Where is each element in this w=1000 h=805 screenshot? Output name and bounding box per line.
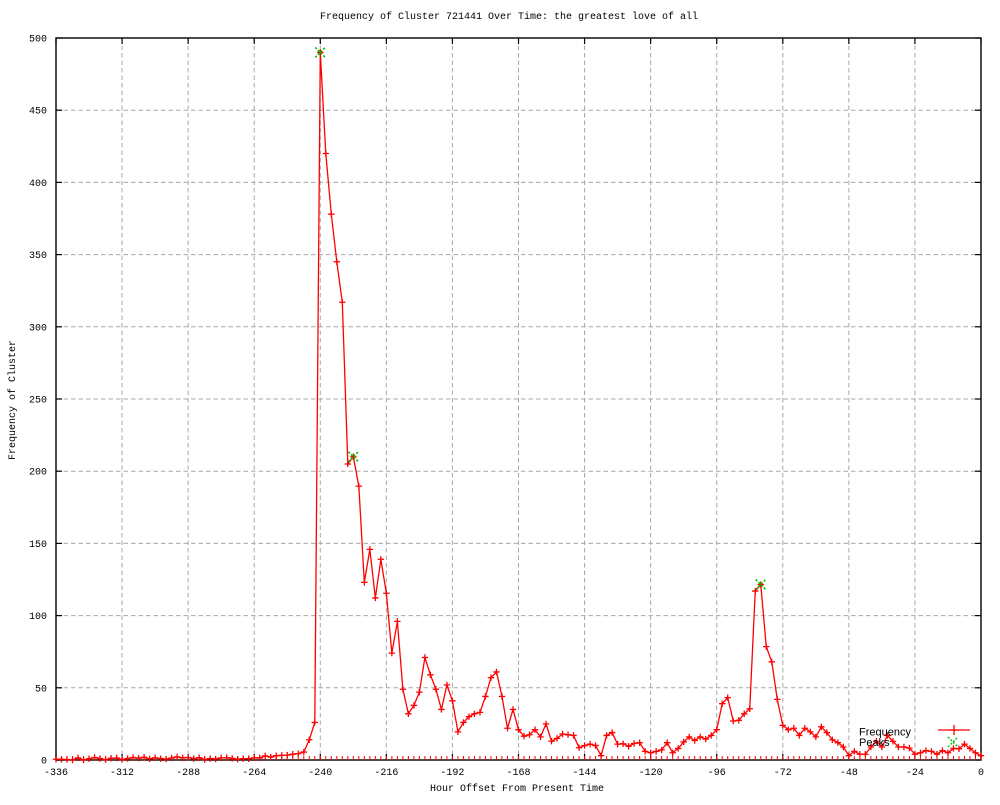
svg-text:-240: -240 bbox=[308, 768, 332, 779]
svg-text:-168: -168 bbox=[506, 768, 530, 779]
svg-text:0: 0 bbox=[41, 757, 47, 768]
svg-text:-192: -192 bbox=[440, 768, 464, 779]
svg-text:350: 350 bbox=[29, 251, 47, 262]
svg-text:-48: -48 bbox=[840, 768, 858, 779]
svg-text:Frequency of Cluster: Frequency of Cluster bbox=[7, 340, 19, 460]
svg-text:Hour Offset From Present Time: Hour Offset From Present Time bbox=[430, 783, 604, 795]
svg-text:100: 100 bbox=[29, 612, 47, 623]
svg-text:Peaks: Peaks bbox=[859, 737, 890, 749]
svg-text:-336: -336 bbox=[44, 768, 68, 779]
svg-text:-216: -216 bbox=[374, 768, 398, 779]
svg-text:300: 300 bbox=[29, 323, 47, 334]
svg-text:200: 200 bbox=[29, 468, 47, 479]
svg-text:Frequency of Cluster 721441 Ov: Frequency of Cluster 721441 Over Time: t… bbox=[320, 11, 698, 23]
svg-text:250: 250 bbox=[29, 396, 47, 407]
svg-text:-96: -96 bbox=[708, 768, 726, 779]
svg-text:-264: -264 bbox=[242, 768, 266, 779]
svg-text:50: 50 bbox=[35, 684, 47, 695]
svg-text:-288: -288 bbox=[176, 768, 200, 779]
svg-text:-312: -312 bbox=[110, 768, 134, 779]
svg-text:400: 400 bbox=[29, 179, 47, 190]
svg-text:150: 150 bbox=[29, 540, 47, 551]
svg-text:-72: -72 bbox=[774, 768, 792, 779]
svg-text:450: 450 bbox=[29, 107, 47, 118]
svg-text:-120: -120 bbox=[639, 768, 663, 779]
svg-text:-24: -24 bbox=[906, 768, 924, 779]
svg-text:500: 500 bbox=[29, 35, 47, 46]
svg-text:-144: -144 bbox=[573, 768, 597, 779]
svg-text:0: 0 bbox=[978, 768, 984, 779]
